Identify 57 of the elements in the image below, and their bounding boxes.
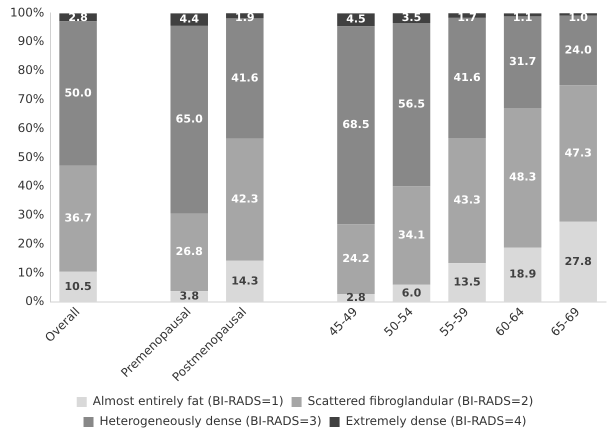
bar: [448, 138, 486, 264]
bar: [504, 108, 542, 248]
data-label: 1.9: [235, 11, 255, 24]
legend-label: Almost entirely fat (BI-RADS=1): [92, 394, 284, 408]
data-label: 4.4: [179, 12, 200, 26]
y-tick-label: 80%: [18, 63, 44, 78]
bar: [226, 138, 264, 261]
bar: [559, 85, 597, 222]
bar: [337, 26, 375, 224]
data-label: 48.3: [509, 170, 536, 184]
legend-label: Extremely dense (BI-RADS=4): [346, 414, 526, 428]
data-label: 68.5: [342, 118, 370, 131]
data-label: 42.3: [231, 192, 258, 206]
data-label: 3.5: [402, 11, 422, 24]
data-label: 43.3: [454, 193, 481, 206]
bar: [170, 214, 208, 292]
data-label: 6.0: [402, 286, 422, 300]
data-label: 1.7: [457, 11, 477, 24]
data-label: 41.6: [231, 71, 259, 84]
data-label: 13.5: [454, 275, 481, 288]
data-label: 27.8: [564, 254, 592, 268]
data-label: 56.5: [398, 97, 426, 110]
data-label: 4.5: [346, 12, 366, 26]
bar: [392, 186, 430, 285]
y-tick-label: 10%: [18, 265, 44, 280]
data-label: 65.0: [176, 112, 204, 126]
data-label: 41.6: [454, 70, 481, 84]
bar: [392, 23, 430, 186]
y-tick-label: 30%: [18, 208, 44, 222]
y-tick-label: 100%: [10, 5, 44, 20]
data-label: 26.8: [176, 245, 203, 258]
data-label: 31.7: [509, 55, 536, 68]
bar: [337, 224, 375, 294]
data-label: 2.8: [346, 290, 366, 304]
y-tick-label: 90%: [18, 34, 44, 48]
y-tick-label: 40%: [18, 178, 44, 193]
bar: [59, 166, 97, 272]
data-label: 10.5: [64, 280, 92, 293]
legend-label: Heterogeneously dense (BI-RADS=3): [100, 414, 322, 428]
data-label: 50.0: [64, 86, 92, 100]
data-label: 2.8: [68, 11, 88, 24]
data-label: 36.7: [64, 212, 92, 225]
legend-label: Scattered fibroglandular (BI-RADS=2): [308, 394, 534, 408]
data-label: 34.1: [398, 228, 426, 242]
data-label: 47.3: [564, 146, 592, 160]
y-tick-label: 20%: [18, 236, 44, 250]
data-label: 3.8: [179, 289, 199, 302]
data-label: 24.0: [564, 43, 592, 56]
data-label: 14.3: [231, 274, 258, 288]
bar: [59, 21, 97, 166]
data-label: 24.2: [342, 252, 370, 265]
y-tick-label: 70%: [18, 92, 44, 106]
y-tick-label: 0%: [25, 294, 44, 308]
y-tick-label: 60%: [18, 120, 44, 135]
bar: [170, 26, 208, 214]
y-tick-label: 50%: [18, 150, 44, 164]
data-label: 18.9: [509, 268, 536, 281]
